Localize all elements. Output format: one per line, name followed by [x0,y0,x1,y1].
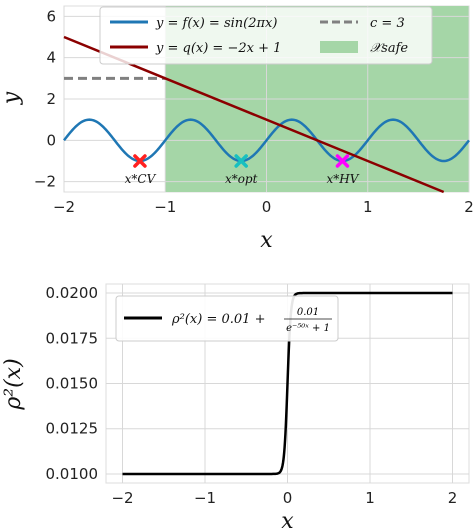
bottom-y-tick-label: 0.0175 [46,329,99,347]
top-x-tick-label: 0 [262,198,272,216]
marker-1 [234,154,248,168]
legend-fraction-numerator: 0.01 [297,307,319,318]
marker-0 [133,154,147,168]
legend-label-q: y = q(x) = −2x + 1 [155,41,281,56]
top-y-axis-label: y [0,91,24,105]
bottom-y-tick-label: 0.0200 [46,284,99,302]
bottom-x-tick-label: 1 [365,489,375,507]
top-plot: x*CV x*opt x*HV −2 −1 0 1 2 −2 0 2 4 6 x y y = f(x… [0,5,474,253]
legend-label-safe: 𝒳safe [370,41,408,56]
top-x-tick-label: 2 [464,198,474,216]
marker-label-1: x*opt [225,172,258,186]
marker-2 [335,154,350,168]
legend-swatch-safe [320,41,358,53]
marker-label-2: x*HV [326,172,359,186]
top-x-tick-label: 1 [363,198,373,216]
marker-label-0: x*CV [125,172,157,186]
top-markers: x*CV x*opt x*HV [125,154,360,186]
bottom-x-axis-label: x [281,509,294,532]
top-y-ticks: −2 0 2 4 6 [34,7,56,190]
top-y-tick-label: 4 [46,49,56,67]
top-y-tick-label: 0 [46,131,56,149]
bottom-x-tick-label: 0 [283,489,293,507]
bottom-y-ticks: 0.0100 0.0125 0.0150 0.0175 0.0200 [46,284,99,483]
bottom-x-tick-label: −1 [194,489,216,507]
bottom-y-tick-label: 0.0125 [46,420,99,438]
bottom-legend: ρ²(x) = 0.01 + 0.01 e⁻⁵⁰ˣ + 1 [115,295,339,342]
bottom-y-tick-label: 0.0150 [46,375,99,393]
top-y-tick-label: 2 [46,90,56,108]
top-legend: y = f(x) = sin(2πx) y = q(x) = −2x + 1 c… [99,6,433,65]
top-x-tick-label: −1 [154,198,176,216]
bottom-y-axis-label: ρ²(x) [1,358,26,410]
top-y-tick-label: −2 [34,173,56,191]
bottom-plot: −2 −1 0 1 2 0.0100 0.0125 0.0150 0.0175 0.0200 x… [1,283,470,532]
bottom-x-tick-label: 2 [448,489,458,507]
top-x-ticks: −2 −1 0 1 2 [53,198,474,216]
bottom-x-tick-label: −2 [111,489,133,507]
legend-label-c: c = 3 [370,16,405,31]
legend-label-f: y = f(x) = sin(2πx) [155,16,277,31]
series-f-line [63,118,470,163]
legend-fraction-denominator: e⁻⁵⁰ˣ + 1 [286,323,330,334]
top-x-tick-label: −2 [53,198,75,216]
bottom-series [122,291,453,476]
bottom-legend-box [115,295,339,342]
top-x-axis-label: x [260,228,273,253]
bottom-y-tick-label: 0.0100 [46,465,99,483]
bottom-x-ticks: −2 −1 0 1 2 [111,489,457,507]
series-rho-line [122,291,453,476]
legend-label-rho: ρ²(x) = 0.01 + [171,312,265,327]
top-y-tick-label: 6 [46,7,56,25]
